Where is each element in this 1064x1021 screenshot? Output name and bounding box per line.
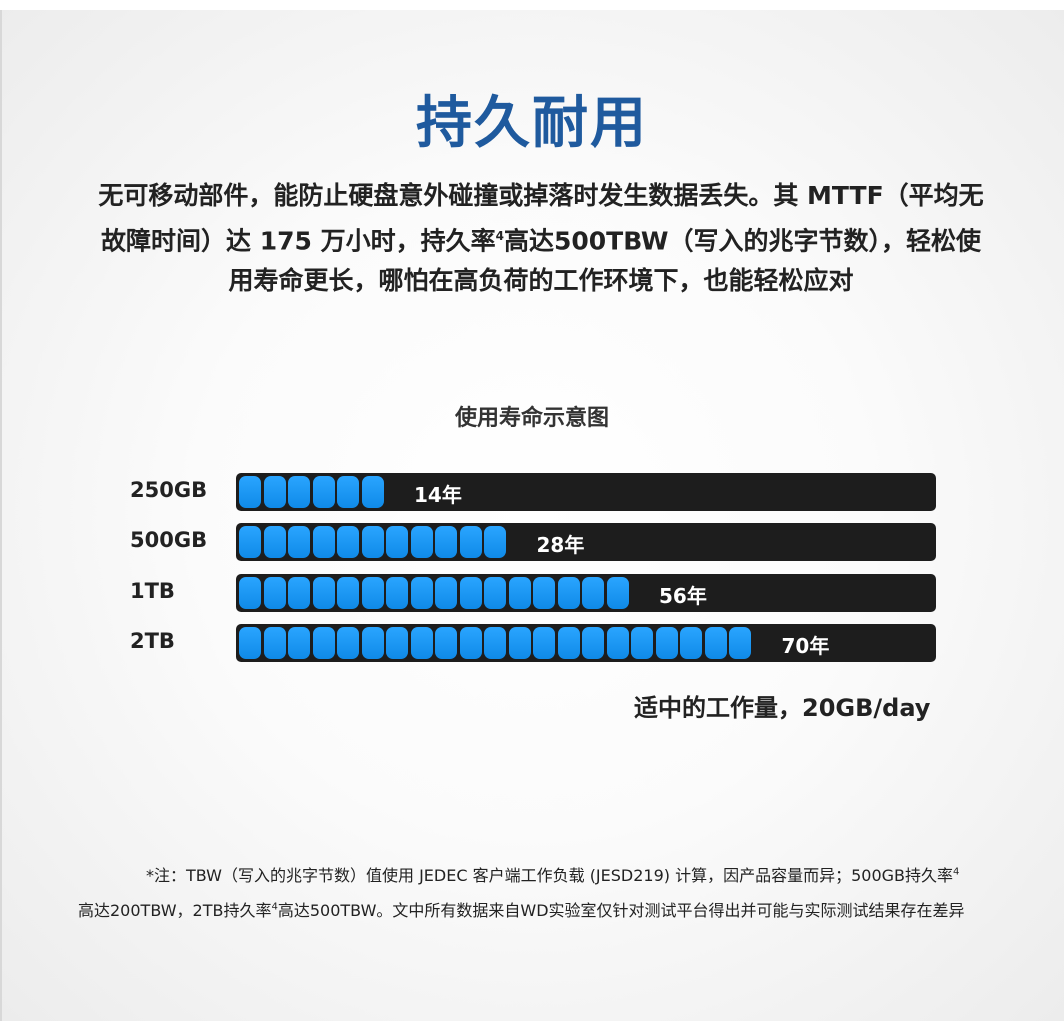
- bar-row: 1TB 56年: [0, 574, 1064, 612]
- value-label: 70年: [781, 634, 830, 658]
- intro-paragraph: 无可移动部件，能防止硬盘意外碰撞或掉落时发生数据丢失。其 MTTF（平均无 故障…: [56, 176, 1026, 301]
- bar-segment: [680, 627, 702, 659]
- bar-segment: [361, 577, 384, 609]
- bar-segment: [606, 577, 629, 609]
- left-border: [0, 10, 2, 1021]
- intro-text: 故障时间）达 175 万小时，持久率: [101, 226, 496, 256]
- category-label: 1TB: [130, 579, 175, 603]
- footnote-text: 高达200TBW，2TB持久率: [78, 901, 272, 920]
- bar-segment: [459, 577, 482, 609]
- bar-segment: [337, 627, 359, 659]
- footnote-line-2: 高达200TBW，2TB持久率4高达500TBW。文中所有数据来自WD实验室仅针…: [78, 897, 1064, 921]
- bar-segment: [631, 627, 653, 659]
- bar-segment: [655, 627, 678, 659]
- bar-segment: [312, 476, 335, 508]
- bar-row: 250GB 14年: [0, 473, 1064, 511]
- bar-row: 500GB 28年: [0, 523, 1064, 561]
- bar-segment: [337, 526, 359, 558]
- value-label: 56年: [659, 584, 707, 608]
- bar-segment: [288, 627, 310, 659]
- bar-segment: [263, 526, 286, 558]
- intro-line-3: 用寿命更长，哪怕在高负荷的工作环境下，也能轻松应对: [228, 266, 854, 296]
- bar-row: 2TB 70年: [0, 624, 1064, 662]
- footnote-ref: 4: [953, 866, 960, 878]
- bar-segment: [263, 577, 286, 609]
- bar-segment: [582, 627, 604, 659]
- bar-segment: [508, 577, 531, 609]
- bar-segment: [239, 476, 261, 508]
- bar-segment: [484, 526, 506, 558]
- bar-segment: [508, 627, 531, 659]
- bar-track: 28年: [236, 523, 936, 561]
- bar-segment: [312, 627, 335, 659]
- bar-segment: [337, 476, 359, 508]
- page-title: 持久耐用: [416, 91, 648, 156]
- value-label: 14年: [414, 483, 462, 507]
- bar-track: 14年: [236, 473, 936, 511]
- intro-text: 高达500TBW（写入的兆字节数），轻松使: [503, 226, 981, 256]
- bar-segment: [606, 627, 629, 659]
- bar-segment: [557, 577, 580, 609]
- bar-segment: [288, 476, 310, 508]
- intro-line-2: 故障时间）达 175 万小时，持久率4高达500TBW（写入的兆字节数），轻松使: [56, 216, 1026, 261]
- bar-segment: [263, 627, 286, 659]
- bar-track: 70年: [236, 624, 936, 662]
- category-label: 500GB: [130, 528, 208, 552]
- bar-segment: [704, 627, 727, 659]
- bar-segment: [533, 577, 555, 609]
- bar-segment: [361, 476, 384, 508]
- bar-segment: [288, 526, 310, 558]
- bar-segment: [263, 476, 286, 508]
- bar-segment: [386, 526, 408, 558]
- footnote-ref: 4: [495, 229, 504, 243]
- bar-segment: [312, 526, 335, 558]
- bar-segment: [239, 577, 261, 609]
- bar-segment: [410, 577, 433, 609]
- category-label: 250GB: [130, 478, 208, 502]
- category-label: 2TB: [130, 629, 175, 653]
- bar-segment: [435, 577, 457, 609]
- chart-title: 使用寿命示意图: [454, 406, 609, 431]
- bar-segment: [729, 627, 751, 659]
- value-label: 28年: [536, 533, 585, 557]
- bar-segment: [288, 577, 310, 609]
- bar-segment: [386, 577, 408, 609]
- bar-segment: [582, 577, 604, 609]
- bar-segment: [312, 577, 335, 609]
- top-border: [0, 0, 1064, 10]
- bar-segment: [533, 627, 555, 659]
- bar-segment: [459, 627, 482, 659]
- bar-segment: [410, 526, 433, 558]
- bar-segment: [410, 627, 433, 659]
- bar-segment: [557, 627, 580, 659]
- bar-segment: [459, 526, 482, 558]
- bar-track: 56年: [236, 574, 936, 612]
- bar-segment: [361, 526, 384, 558]
- chart-subtitle: 适中的工作量，20GB/day: [634, 694, 931, 722]
- footnote-text: 高达500TBW。文中所有数据来自WD实验室仅针对测试平台得出并可能与实际测试结…: [277, 901, 965, 920]
- intro-line-1: 无可移动部件，能防止硬盘意外碰撞或掉落时发生数据丢失。其 MTTF（平均无: [98, 181, 984, 210]
- footnote-line-1: *注：TBW（写入的兆字节数）值使用 JEDEC 客户端工作负载 (JESD21…: [146, 862, 1064, 886]
- bar-segment: [337, 577, 359, 609]
- bar-segment: [435, 526, 457, 558]
- bar-segment: [435, 627, 457, 659]
- bar-segment: [386, 627, 408, 659]
- bar-segment: [239, 526, 261, 558]
- bar-segment: [361, 627, 384, 659]
- bar-segment: [484, 577, 506, 609]
- bar-segment: [239, 627, 261, 659]
- footnote-ref: 4: [271, 901, 278, 913]
- footnote-text: *注：TBW（写入的兆字节数）值使用 JEDEC 客户端工作负载 (JESD21…: [146, 866, 954, 885]
- bar-segment: [484, 627, 506, 659]
